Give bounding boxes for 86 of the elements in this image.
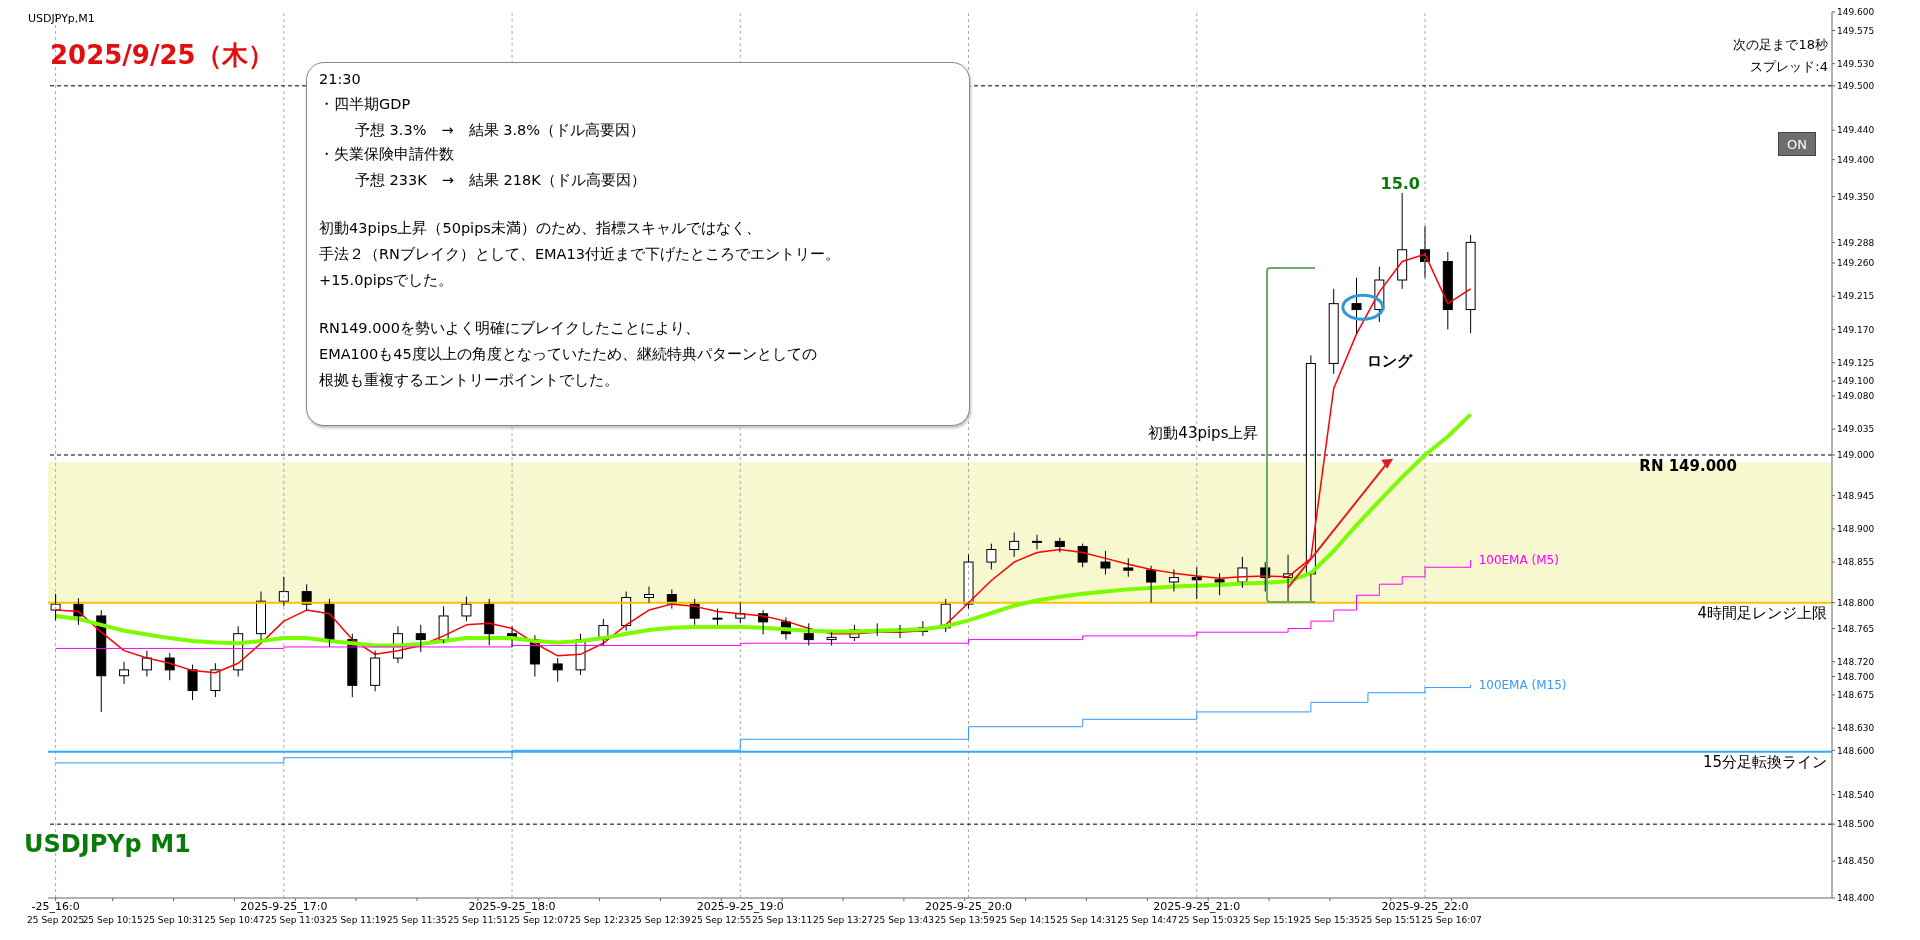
- annotation: ・失業保険申請件数: [319, 145, 454, 164]
- y-tick-label: 148.700: [1837, 671, 1875, 682]
- x-tick-label: 25 Sep 12:07: [508, 915, 569, 926]
- x2-tick-label: 2025-9-25_20:0: [924, 900, 1013, 913]
- x-tick-label: 25 Sep 11:51: [447, 915, 508, 926]
- series-label: 100EMA (M5): [1478, 552, 1559, 567]
- annotation: RN149.000を勢いよく明確にブレイクしたことにより、: [319, 319, 700, 338]
- annotation: 21:30: [319, 71, 361, 87]
- x-tick-label: 25 Sep 10:47: [204, 915, 265, 926]
- annotation: ・四半期GDP: [319, 95, 411, 114]
- annotation: 根拠も重複するエントリーポイントでした。: [319, 371, 619, 390]
- y-tick-label: 149.080: [1837, 391, 1875, 402]
- x-tick-label: 25 Sep 11:35: [386, 915, 448, 926]
- annotation: ロング: [1367, 351, 1413, 371]
- y-tick-label: 148.630: [1837, 723, 1875, 734]
- ref-line-label: RN 149.000: [1639, 456, 1737, 475]
- y-tick-label: 148.945: [1837, 490, 1875, 501]
- y-tick-label: 148.500: [1837, 819, 1875, 830]
- x-tick-label: 25 Sep 12:23: [569, 915, 630, 926]
- y-tick-label: 149.600: [1837, 7, 1875, 18]
- y-tick-label: 148.400: [1837, 893, 1875, 904]
- annotation: USDJPYp,M1: [28, 12, 95, 25]
- y-tick-label: 149.530: [1837, 58, 1875, 69]
- x-tick-label: 25 Sep 12:55: [691, 915, 752, 926]
- annotation: スプレッド:4: [1750, 58, 1828, 76]
- annotation: 手法２（RNブレイク）として、EMA13付近まで下げたところでエントリー。: [319, 245, 840, 264]
- y-tick-label: 148.765: [1837, 623, 1875, 634]
- annotation: 初動43pips上昇: [1148, 423, 1259, 443]
- x-tick-label: 25 Sep 15:35: [1299, 915, 1360, 926]
- y-tick-label: 149.350: [1837, 191, 1875, 202]
- x2-tick-label: -25_16:0: [31, 900, 80, 913]
- on-button: ON: [1778, 132, 1816, 156]
- x-tick-label: 25 Sep 11:19: [326, 915, 387, 926]
- x-tick-label: 25 Sep 16:07: [1421, 915, 1482, 926]
- ref-line-label: 15分足転換ライン: [1702, 753, 1827, 772]
- x-tick-label: 25 Sep 2025: [27, 915, 85, 926]
- series-label: 100EMA (M15): [1478, 677, 1567, 692]
- x-tick-label: 25 Sep 11:03: [265, 915, 326, 926]
- y-tick-label: 149.260: [1837, 258, 1875, 269]
- x-tick-label: 25 Sep 15:03: [1178, 915, 1239, 926]
- text: 2025/9/25（木）: [50, 39, 274, 72]
- y-tick-label: 149.500: [1837, 81, 1875, 92]
- x2-tick-label: 2025-9-25_21:0: [1153, 900, 1241, 913]
- x-tick-label: 25 Sep 13:59: [934, 915, 996, 926]
- annotation: 15.0: [1380, 173, 1421, 193]
- y-tick-label: 148.675: [1837, 690, 1875, 701]
- x-tick-label: 25 Sep 15:19: [1238, 915, 1300, 926]
- x-tick-label: 25 Sep 15:51: [1360, 915, 1421, 926]
- y-tick-label: 149.440: [1837, 125, 1875, 136]
- x-tick-label: 25 Sep 13:43: [873, 915, 934, 926]
- y-tick-label: 149.575: [1837, 25, 1875, 36]
- y-tick-label: 149.035: [1837, 424, 1875, 435]
- y-tick-label: 149.000: [1837, 450, 1875, 461]
- annotation: EMA100も45度以上の角度となっていたため、継続特典パターンとしての: [319, 345, 817, 364]
- y-tick-label: 148.855: [1837, 557, 1875, 568]
- annotation: USDJPYp M1: [24, 830, 191, 858]
- x2-tick-label: 2025-9-25_19:0: [696, 900, 784, 913]
- y-tick-label: 148.720: [1837, 656, 1875, 667]
- y-tick-label: 149.125: [1837, 357, 1875, 368]
- annotation: 予想 3.3% → 結果 3.8%（ドル高要因）: [355, 121, 646, 140]
- y-tick-label: 148.540: [1837, 789, 1875, 800]
- x2-tick-label: 2025-9-25_22:0: [1381, 900, 1469, 913]
- annotation: +15.0pipsでした。: [319, 271, 454, 290]
- x-tick-label: 25 Sep 13:11: [752, 915, 813, 926]
- x-tick-label: 25 Sep 14:47: [1117, 915, 1178, 926]
- x-tick-label: 25 Sep 14:31: [1056, 915, 1117, 926]
- y-tick-label: 149.215: [1837, 291, 1875, 302]
- annotation: 初動43pips上昇（50pips未満）のため、指標スキャルではなく、: [319, 219, 761, 238]
- y-tick-label: 149.288: [1837, 237, 1875, 248]
- y-tick-label: 148.600: [1837, 745, 1875, 756]
- x-tick-label: 25 Sep 10:31: [143, 915, 204, 926]
- x-tick-label: 25 Sep 10:15: [82, 915, 143, 926]
- x-tick-label: 25 Sep 13:27: [812, 915, 874, 926]
- y-tick-label: 149.100: [1837, 376, 1875, 387]
- x2-tick-label: 2025-9-25_17:0: [240, 900, 328, 913]
- x-tick-label: 25 Sep 12:39: [630, 915, 691, 926]
- y-tick-label: 148.450: [1837, 856, 1875, 867]
- y-tick-label: 149.170: [1837, 324, 1875, 335]
- annotation: 次の足まで18秒: [1733, 36, 1828, 54]
- annotation: 予想 233K → 結果 218K（ドル高要因）: [355, 171, 646, 190]
- y-tick-label: 148.800: [1837, 597, 1875, 608]
- x2-tick-label: 2025-9-25_18:0: [468, 900, 556, 913]
- y-tick-label: 148.900: [1837, 524, 1875, 535]
- ref-line-label: 4時間足レンジ上限: [1697, 604, 1827, 623]
- x-tick-label: 25 Sep 14:15: [995, 915, 1056, 926]
- y-tick-label: 149.400: [1837, 154, 1875, 165]
